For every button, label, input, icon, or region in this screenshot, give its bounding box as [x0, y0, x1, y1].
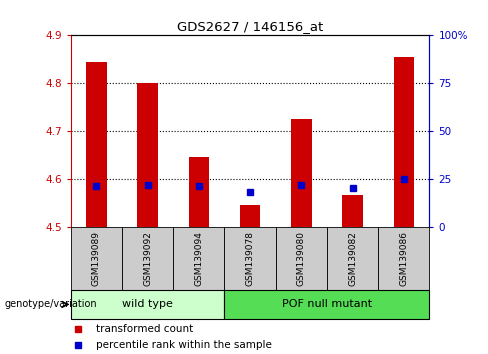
- Bar: [71, 227, 122, 290]
- Text: GSM139078: GSM139078: [245, 231, 255, 286]
- Bar: [71, 290, 224, 319]
- Bar: [189, 157, 209, 227]
- Text: GSM139092: GSM139092: [143, 231, 152, 286]
- Bar: [276, 227, 327, 290]
- Text: GSM139094: GSM139094: [194, 231, 203, 286]
- Text: transformed count: transformed count: [96, 324, 193, 333]
- Text: genotype/variation: genotype/variation: [5, 299, 98, 309]
- Text: GSM139082: GSM139082: [348, 231, 357, 286]
- Bar: [86, 62, 106, 227]
- Text: wild type: wild type: [122, 299, 173, 309]
- Bar: [122, 227, 173, 290]
- Text: percentile rank within the sample: percentile rank within the sample: [96, 340, 272, 350]
- Bar: [327, 227, 378, 290]
- Bar: [343, 195, 363, 227]
- Bar: [224, 227, 276, 290]
- Text: POF null mutant: POF null mutant: [282, 299, 372, 309]
- Text: GSM139089: GSM139089: [92, 231, 101, 286]
- Bar: [224, 290, 429, 319]
- Title: GDS2627 / 146156_at: GDS2627 / 146156_at: [177, 20, 323, 33]
- Bar: [173, 227, 224, 290]
- Bar: [394, 57, 414, 227]
- Bar: [378, 227, 429, 290]
- Text: GSM139080: GSM139080: [297, 231, 306, 286]
- Bar: [240, 205, 261, 227]
- Bar: [138, 83, 158, 227]
- Text: GSM139086: GSM139086: [399, 231, 408, 286]
- Bar: [291, 119, 312, 227]
